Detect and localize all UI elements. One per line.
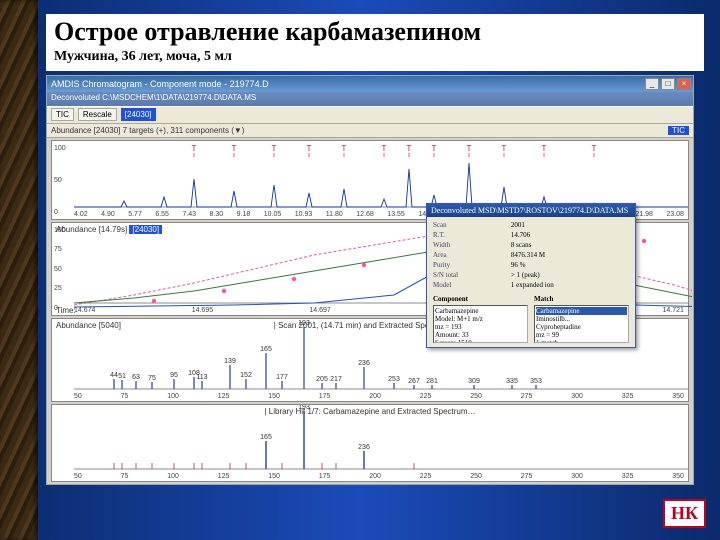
svg-text:309: 309: [468, 378, 480, 385]
close-button[interactable]: ×: [677, 78, 691, 90]
popup-title[interactable]: Deconvoluted MSD\MSTD7\ROSTOV\219774.D\D…: [427, 204, 635, 217]
svg-text:T: T: [432, 144, 437, 153]
svg-text:T: T: [592, 144, 597, 153]
svg-text:353: 353: [530, 378, 542, 385]
svg-text:335: 335: [506, 378, 518, 385]
svg-text:177: 177: [276, 374, 288, 381]
hk-badge: НК: [663, 499, 706, 528]
svg-text:T: T: [232, 144, 237, 153]
svg-text:236: 236: [358, 360, 370, 367]
toolbar-rescale-button[interactable]: Rescale: [78, 108, 117, 121]
svg-text:T: T: [272, 144, 277, 153]
svg-text:63: 63: [132, 374, 140, 381]
svg-text:T: T: [342, 144, 347, 153]
abundance-meta: Abundance [24030] 7 targets (+), 311 com…: [47, 124, 693, 138]
svg-text:165: 165: [260, 346, 272, 353]
svg-text:253: 253: [388, 376, 400, 383]
popup-col1-header: Component: [433, 295, 468, 303]
popup-lists: Component Match CarbamazepineModel: M+1 …: [429, 293, 633, 345]
component-label: Abundance [14.79s] [24030]: [56, 225, 162, 234]
spectrum-label: Abundance [5040]: [56, 321, 121, 330]
library-center-label: | Library Hit 1/7: Carbamazepine and Ext…: [264, 407, 475, 416]
toolbar: TIC Rescale [24030]: [47, 106, 693, 124]
library-xaxis: 5075100125150175200225250275300325350: [74, 473, 684, 480]
svg-text:T: T: [382, 144, 387, 153]
svg-text:Time:: Time:: [56, 306, 76, 315]
svg-text:139: 139: [224, 358, 236, 365]
spectrum-xaxis: 5075100125150175200225250275300325350: [74, 393, 684, 400]
tic-badge[interactable]: TIC: [668, 126, 689, 135]
svg-text:281: 281: [426, 378, 438, 385]
svg-text:44: 44: [110, 372, 118, 379]
svg-text:51: 51: [118, 373, 126, 380]
minimize-button[interactable]: _: [645, 78, 659, 90]
svg-text:205: 205: [316, 376, 328, 383]
svg-text:T: T: [467, 144, 472, 153]
svg-text:165: 165: [260, 434, 272, 441]
popup-list1[interactable]: CarbamazepineModel: M+1 m/zmz = 193Amoun…: [433, 305, 528, 343]
svg-text:T: T: [542, 144, 547, 153]
decorative-border: [0, 0, 38, 540]
slide-subtitle: Мужчина, 36 лет, моча, 5 мл: [46, 49, 704, 71]
abundance-label: Abundance [24030] 7 targets (+), 311 com…: [51, 126, 664, 135]
popup-body: Scan2001R.T.14.706Width8 scansArea8476.3…: [427, 217, 635, 347]
mdi-titlebar[interactable]: Deconvoluted C:\MSDCHEM\1\DATA\219774.D\…: [47, 92, 693, 106]
svg-text:217: 217: [330, 376, 342, 383]
toolbar-tic-button[interactable]: TIC: [51, 108, 74, 121]
deconvoluted-popup[interactable]: Deconvoluted MSD\MSTD7\ROSTOV\219774.D\D…: [426, 203, 636, 348]
svg-text:95: 95: [170, 372, 178, 379]
popup-col2-header: Match: [534, 295, 553, 303]
library-panel[interactable]: | Library Hit 1/7: Carbamazepine and Ext…: [51, 404, 689, 482]
toolbar-chip[interactable]: [24030]: [121, 108, 156, 121]
svg-text:267: 267: [408, 378, 420, 385]
popup-params-table: Scan2001R.T.14.706Width8 scansArea8476.3…: [429, 219, 633, 291]
svg-text:236: 236: [358, 444, 370, 451]
svg-text:T: T: [307, 144, 312, 153]
svg-text:75: 75: [148, 375, 156, 382]
svg-text:T: T: [502, 144, 507, 153]
window-title: AMDIS Chromatogram - Component mode - 21…: [51, 79, 643, 89]
svg-text:T: T: [407, 144, 412, 153]
svg-text:T: T: [192, 144, 197, 153]
maximize-button[interactable]: □: [661, 78, 675, 90]
window-titlebar[interactable]: AMDIS Chromatogram - Component mode - 21…: [47, 76, 693, 92]
svg-text:113: 113: [196, 374, 207, 381]
svg-text:152: 152: [240, 372, 252, 379]
popup-list2[interactable]: CarbamazepineIminostilb...Cyproheptadine…: [534, 305, 629, 343]
slide-title: Острое отравление карбамазепином: [46, 14, 704, 49]
